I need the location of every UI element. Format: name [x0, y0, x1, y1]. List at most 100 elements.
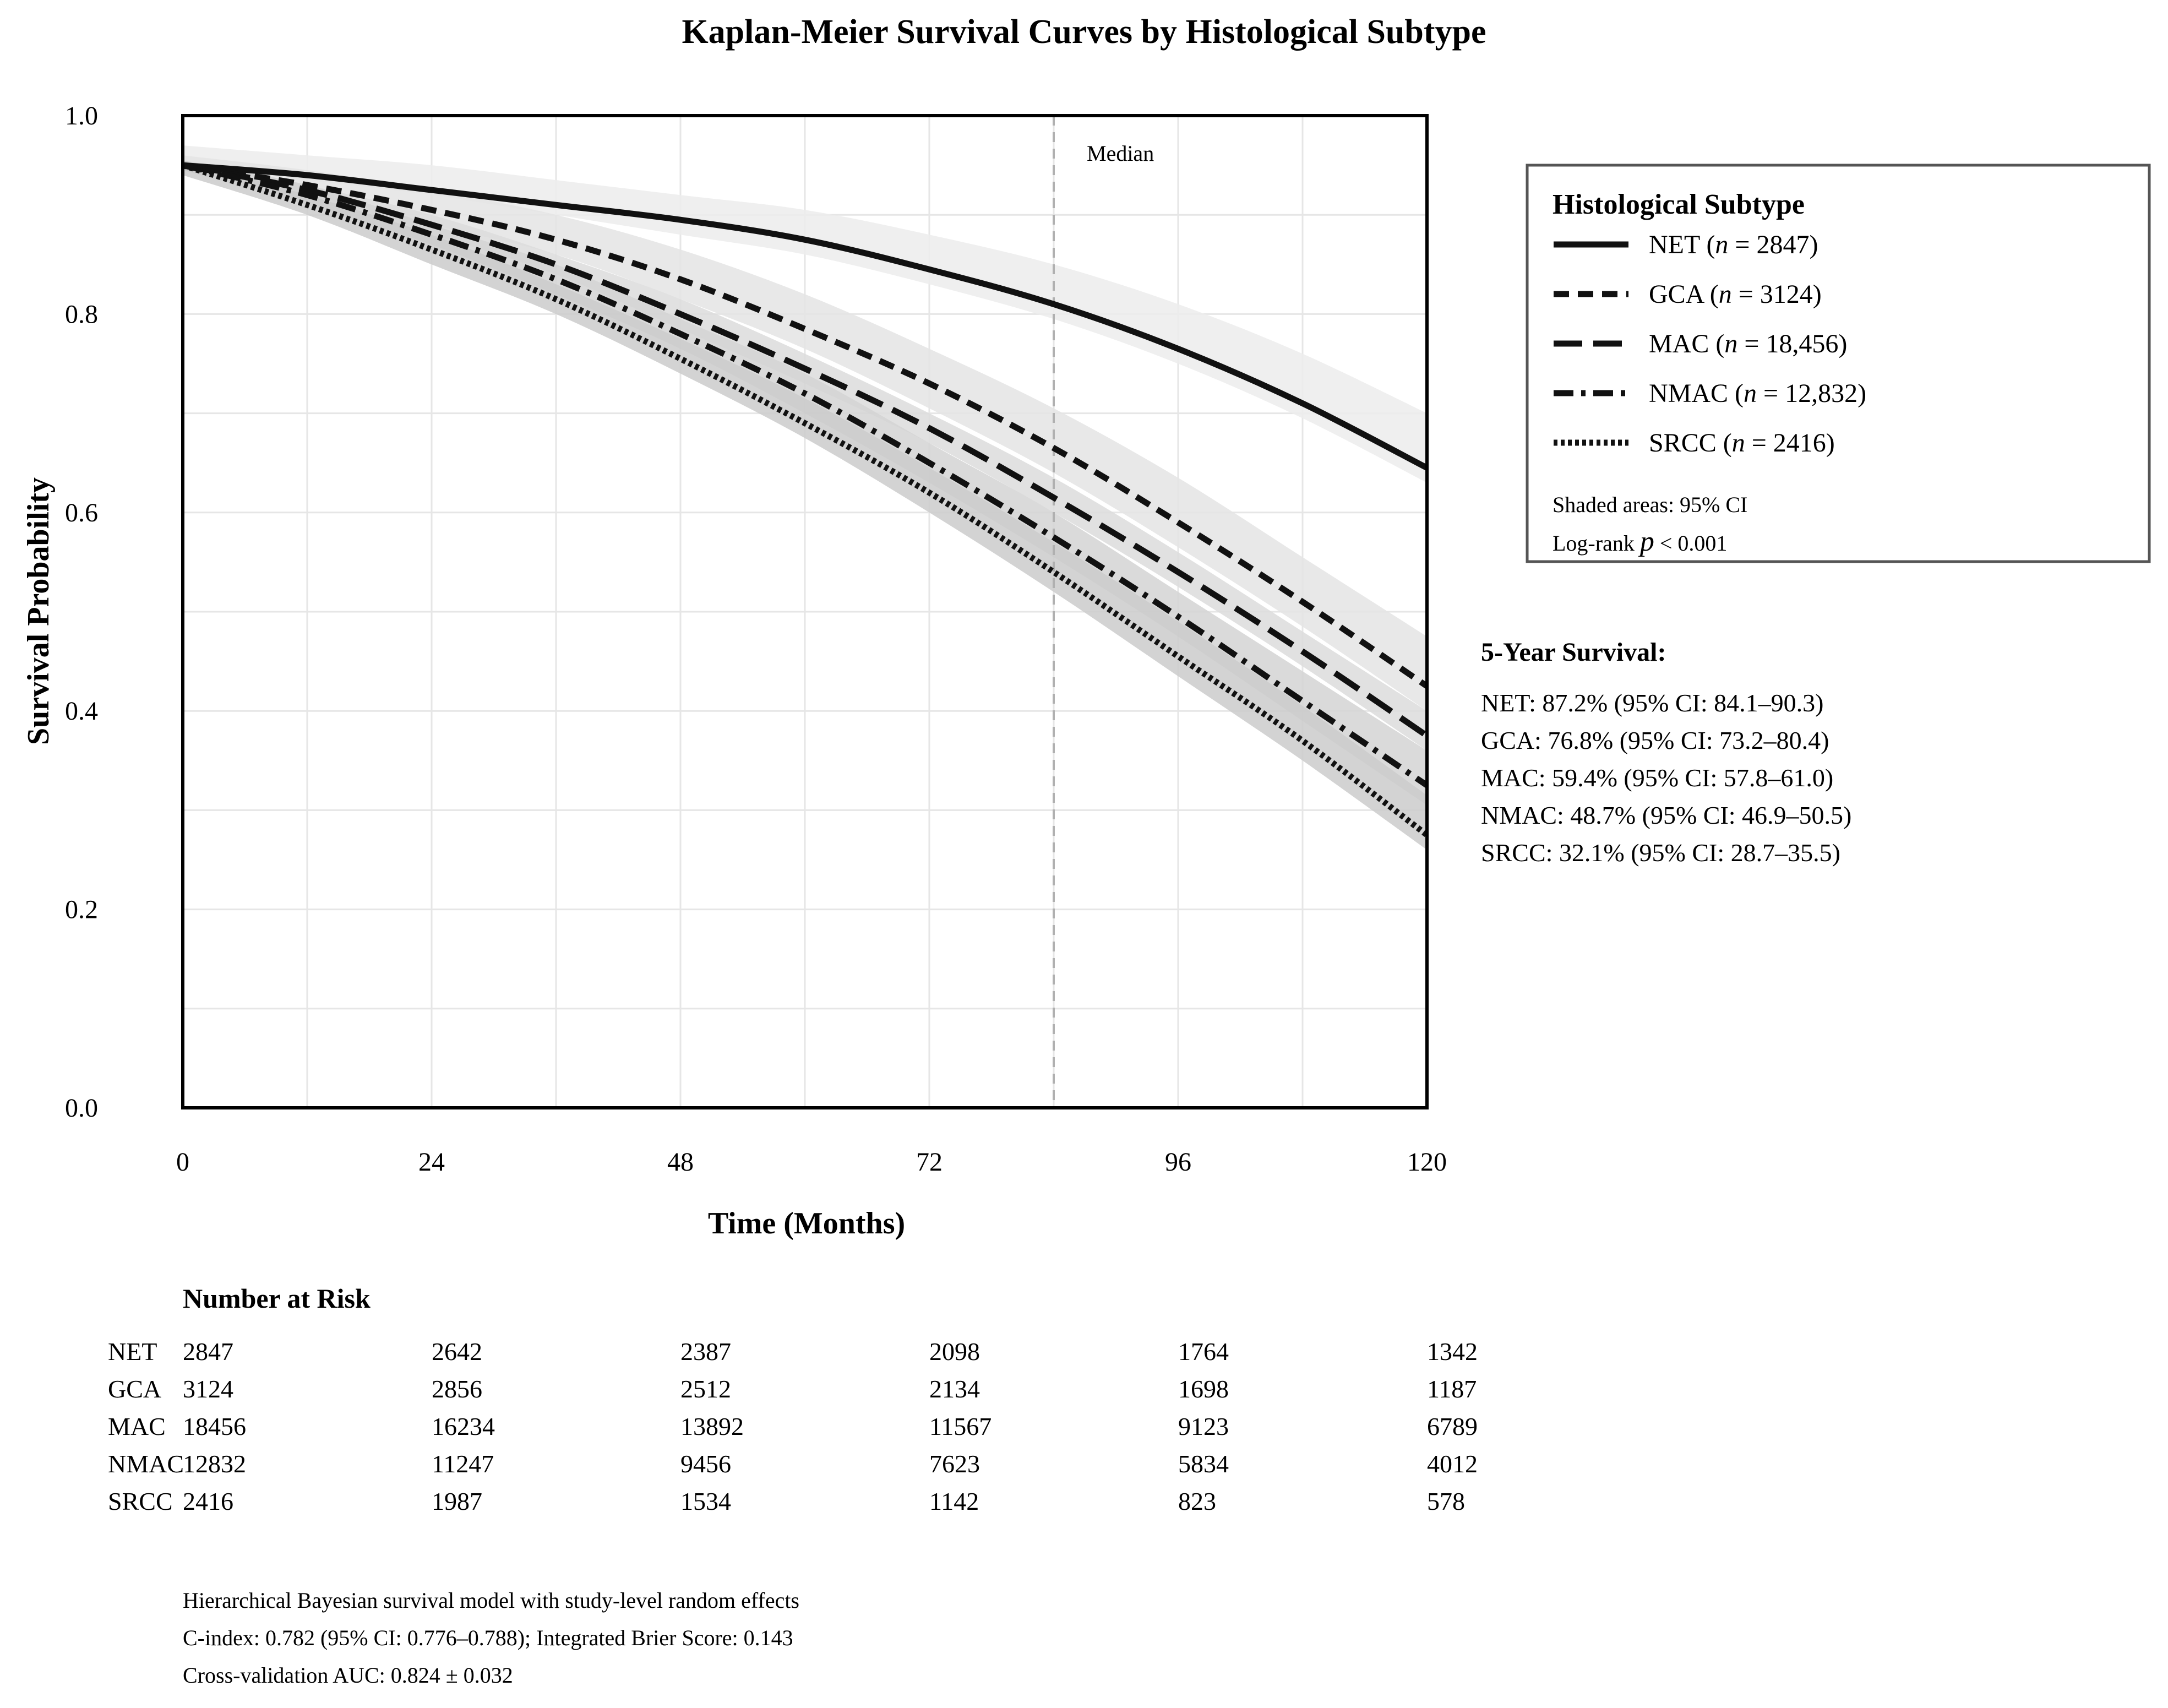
five-year-title: 5-Year Survival: [1481, 638, 1666, 667]
legend-label-name: SRCC ( [1649, 428, 1732, 458]
x-tick-label: 96 [1165, 1147, 1191, 1177]
five-year-survival: 5-Year Survival: NET: 87.2% (95% CI: 84.… [1481, 638, 1851, 867]
y-tick-label: 0.4 [65, 697, 98, 726]
curve-net [182, 162, 1429, 471]
legend-label-count: = 12,832) [1757, 379, 1866, 408]
risk-cell: 2098 [929, 1337, 980, 1366]
five-year-line: MAC: 59.4% (95% CI: 57.8–61.0) [1481, 764, 1833, 792]
legend-label-name: NET ( [1649, 230, 1715, 259]
risk-cell: 2134 [929, 1375, 980, 1403]
footnote-line: C-index: 0.782 (95% CI: 0.776–0.788); In… [183, 1625, 793, 1650]
legend-label-srcc: SRCC (n = 2416) [1649, 428, 1835, 458]
five-year-line: NMAC: 48.7% (95% CI: 46.9–50.5) [1481, 801, 1851, 829]
y-axis-label: Survival Probability [21, 477, 56, 745]
risk-cell: 2387 [680, 1337, 731, 1366]
risk-cell: 1698 [1178, 1375, 1229, 1403]
legend-label-n: n [1744, 379, 1757, 408]
x-tick-label: 72 [916, 1147, 943, 1177]
footnotes: Hierarchical Bayesian survival model wit… [183, 1588, 799, 1688]
five-year-line: NET: 87.2% (95% CI: 84.1–90.3) [1481, 689, 1823, 717]
legend-title: Histological Subtype [1553, 189, 1805, 220]
risk-cell: 1142 [929, 1487, 979, 1515]
risk-cell: 823 [1178, 1487, 1216, 1515]
risk-cell: 11567 [929, 1412, 992, 1440]
risk-cell: 1764 [1178, 1337, 1229, 1366]
legend: Histological Subtype NET (n = 2847)GCA (… [1526, 164, 2151, 563]
curve-gca [182, 162, 1429, 689]
x-tick-label: 48 [667, 1147, 694, 1177]
legend-label-net: NET (n = 2847) [1649, 230, 1818, 259]
risk-row-label: NMAC [108, 1450, 184, 1478]
x-tick-labels: 0 24 48 72 96 120 [176, 1147, 1447, 1177]
risk-cell: 16234 [432, 1412, 495, 1440]
legend-label-count: = 2847) [1728, 230, 1818, 259]
legend-box [1526, 164, 2151, 563]
risk-cell: 11247 [432, 1450, 494, 1478]
logrank-suffix: < 0.001 [1654, 531, 1728, 556]
legend-label-n: n [1715, 230, 1728, 259]
legend-label-count: = 18,456) [1737, 329, 1847, 358]
risk-table: Number at Risk NET 2847 2642 2387 2098 1764 13… [108, 1283, 1478, 1515]
legend-label-count: = 3124) [1732, 280, 1822, 309]
five-year-lines: NET: 87.2% (95% CI: 84.1–90.3) GCA: 76.8%… [1481, 689, 1851, 867]
legend-label-nmac: NMAC (n = 12,832) [1649, 379, 1866, 408]
five-year-line: GCA: 76.8% (95% CI: 73.2–80.4) [1481, 726, 1829, 754]
risk-row-label: SRCC [108, 1487, 173, 1515]
legend-label-name: MAC ( [1649, 329, 1724, 358]
median-line-group: Median [1053, 116, 1154, 1108]
risk-cell: 3124 [183, 1375, 233, 1403]
legend-ci-note: Shaded areas: 95% CI [1553, 492, 1747, 517]
curve-mac [182, 162, 1429, 738]
risk-cell: 12832 [183, 1450, 246, 1478]
risk-cell: 4012 [1427, 1450, 1478, 1478]
footnote-line: Hierarchical Bayesian survival model wit… [183, 1588, 799, 1613]
median-label: Median [1087, 141, 1154, 166]
ci-bands [183, 145, 1427, 850]
legend-label-n: n [1732, 428, 1745, 458]
risk-cell: 1342 [1427, 1337, 1478, 1366]
risk-cell: 2856 [432, 1375, 482, 1403]
y-tick-label: 0.6 [65, 498, 98, 527]
risk-cell: 2642 [432, 1337, 482, 1366]
risk-row-label: GCA [108, 1375, 161, 1403]
logrank-p: p [1638, 526, 1654, 557]
y-tick-labels: 1.0 0.8 0.6 0.4 0.2 0.0 [65, 101, 98, 1123]
legend-label-name: GCA ( [1649, 280, 1719, 309]
x-tick-label: 120 [1407, 1147, 1447, 1177]
x-axis-label: Time (Months) [708, 1206, 905, 1241]
risk-row-label: MAC [108, 1412, 166, 1440]
x-tick-label: 0 [176, 1147, 189, 1177]
risk-cell: 578 [1427, 1487, 1465, 1515]
legend-label-mac: MAC (n = 18,456) [1649, 329, 1847, 358]
plot-frame [181, 114, 1429, 1109]
risk-cell: 1187 [1427, 1375, 1477, 1403]
risk-cell: 2847 [183, 1337, 233, 1366]
risk-cell: 9456 [680, 1450, 731, 1478]
risk-cell: 2512 [680, 1375, 731, 1403]
risk-table-title: Number at Risk [183, 1283, 371, 1314]
legend-label-count: = 2416) [1745, 428, 1835, 458]
legend-label-n: n [1719, 280, 1732, 309]
logrank-prefix: Log-rank [1553, 531, 1640, 556]
risk-row-label: NET [108, 1337, 157, 1366]
x-tick-label: 24 [418, 1147, 445, 1177]
y-tick-label: 0.8 [65, 300, 98, 329]
risk-cell: 9123 [1178, 1412, 1229, 1440]
legend-label-gca: GCA (n = 3124) [1649, 280, 1822, 309]
risk-cell: 1987 [432, 1487, 482, 1515]
curve-nmac [182, 162, 1429, 788]
legend-items: NET (n = 2847)GCA (n = 3124)MAC (n = 18,… [1554, 230, 1866, 458]
curve-srcc [182, 162, 1429, 837]
y-tick-label: 1.0 [65, 101, 98, 130]
risk-cell: 7623 [929, 1450, 980, 1478]
risk-cell: 13892 [680, 1412, 744, 1440]
risk-cell: 18456 [183, 1412, 246, 1440]
risk-cell: 2416 [183, 1487, 233, 1515]
y-tick-label: 0.0 [65, 1094, 98, 1123]
risk-cell: 1534 [680, 1487, 731, 1515]
chart-title: Kaplan-Meier Survival Curves by Histolog… [682, 13, 1486, 51]
legend-logrank-note: Log-rank p < 0.001 [1553, 526, 1727, 557]
five-year-line: SRCC: 32.1% (95% CI: 28.7–35.5) [1481, 839, 1840, 867]
footnote-line: Cross-validation AUC: 0.824 ± 0.032 [183, 1663, 513, 1688]
